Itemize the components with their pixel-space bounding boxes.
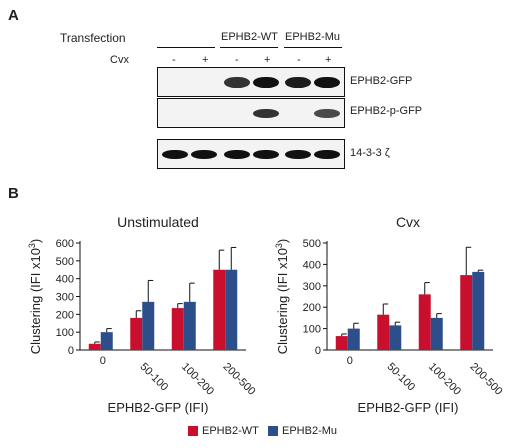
x-tick-label: 50-100	[385, 361, 418, 394]
bar-wt	[335, 336, 348, 350]
empty-group-line	[157, 47, 215, 48]
panel-a-letter: A	[8, 7, 19, 24]
panel-b-letter: B	[8, 185, 19, 202]
band-14-3-3-zeta	[253, 149, 279, 159]
transfection-label: Transfection	[60, 31, 126, 45]
x-tick-label: 0	[347, 355, 353, 367]
x-axis-label: EPHB2-GFP (IFI)	[108, 400, 209, 415]
band-ephb2-gfp	[253, 76, 279, 88]
y-tick-label: 300	[303, 281, 321, 293]
legend-label-wt: EPHB2-WT	[202, 425, 259, 437]
band-ephb2-gfp	[224, 76, 250, 88]
bar-wt	[460, 275, 473, 350]
bar-wt	[418, 294, 431, 350]
blot-14-3-3-zeta	[157, 139, 345, 169]
lane-sign-3: -	[235, 54, 239, 66]
x-axis-label: EPHB2-GFP (IFI)	[358, 400, 459, 415]
legend-label-mu: EPHB2-Mu	[282, 425, 338, 437]
y-tick-label: 500	[303, 238, 321, 250]
band-ephb2-p-gfp	[314, 108, 340, 118]
x-tick-label: 100-200	[426, 361, 463, 398]
band-14-3-3-zeta	[285, 149, 311, 159]
y-tick-label: 200	[303, 302, 321, 314]
blot-label-14-3-3-zeta: 14-3-3 ζ	[350, 147, 390, 159]
bar-wt	[213, 269, 226, 350]
y-axis-label: Clustering (IFI x103)	[27, 239, 43, 355]
group-label-mu: EPHB2-Mu	[285, 31, 341, 43]
lane-sign-2: +	[202, 54, 209, 66]
bar-wt	[377, 314, 390, 350]
bar-mu	[100, 332, 113, 350]
x-tick-label: 200-500	[221, 361, 258, 398]
lane-sign-5: -	[297, 54, 301, 66]
bar-mu	[472, 271, 485, 350]
band-14-3-3-zeta	[314, 149, 340, 159]
y-tick-label: 500	[56, 256, 74, 268]
band-14-3-3-zeta	[162, 149, 188, 159]
legend-swatch-mu	[268, 426, 278, 436]
y-tick-label: 100	[56, 327, 74, 339]
y-tick-label: 0	[315, 345, 321, 357]
y-tick-label: 200	[56, 309, 74, 321]
y-tick-label: 400	[56, 274, 74, 286]
x-tick-label: 50-100	[138, 361, 171, 394]
blot-label-ephb2-gfp: EPHB2-GFP	[350, 75, 413, 87]
x-tick-label: 100-200	[179, 361, 216, 398]
bar-mu	[389, 325, 402, 350]
group-label-wt: EPHB2-WT	[221, 31, 278, 43]
blot-ephb2-gfp	[157, 67, 345, 97]
bar-mu	[347, 328, 360, 350]
y-axis-label: Clustering (IFI x103)	[274, 239, 290, 355]
bar-wt	[130, 317, 143, 350]
bar-wt	[88, 343, 101, 350]
cvx-row-label: Cvx	[110, 54, 129, 66]
lane-sign-6: +	[325, 54, 332, 66]
band-ephb2-gfp	[314, 76, 340, 88]
chart-title: Cvx	[396, 214, 420, 230]
x-tick-label: 200-500	[468, 361, 505, 398]
bar-mu	[183, 301, 196, 350]
y-tick-label: 300	[56, 292, 74, 304]
bar-mu	[430, 317, 443, 350]
bar-mu	[225, 269, 238, 350]
y-tick-label: 400	[303, 259, 321, 271]
bar-wt	[171, 308, 184, 350]
y-tick-label: 0	[68, 345, 74, 357]
lane-sign-4: +	[264, 54, 271, 66]
band-14-3-3-zeta	[191, 149, 217, 159]
y-tick-label: 100	[303, 324, 321, 336]
blot-label-ephb2-p-gfp: EPHB2-p-GFP	[350, 105, 423, 117]
band-ephb2-p-gfp	[253, 108, 279, 118]
wt-group-line	[220, 47, 278, 48]
y-tick-label: 600	[56, 238, 74, 250]
bar-mu	[142, 301, 155, 350]
band-ephb2-gfp	[285, 76, 311, 88]
band-14-3-3-zeta	[224, 149, 250, 159]
blot-ephb2-p-gfp	[157, 98, 345, 128]
lane-sign-1: -	[172, 54, 176, 66]
mu-group-line	[284, 47, 342, 48]
chart-title: Unstimulated	[117, 214, 199, 230]
legend-swatch-wt	[188, 426, 198, 436]
x-tick-label: 0	[100, 355, 106, 367]
